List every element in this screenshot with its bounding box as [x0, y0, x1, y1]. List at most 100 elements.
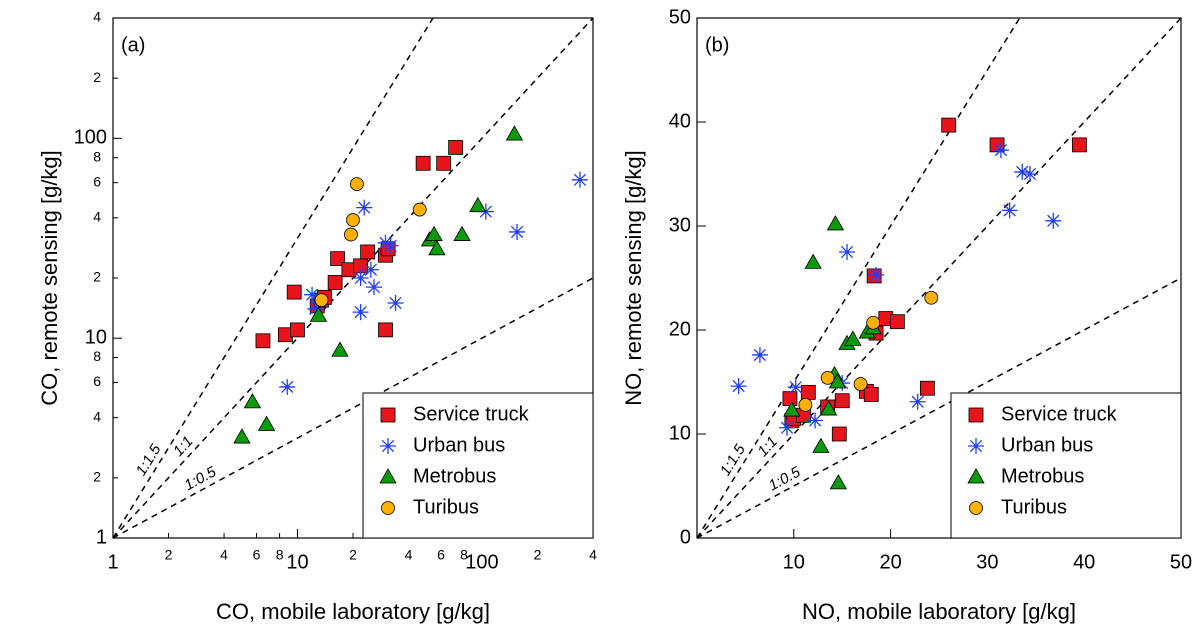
x-tick-label: 50 — [1170, 551, 1192, 573]
marker — [730, 378, 747, 395]
marker — [1014, 163, 1031, 180]
marker — [782, 391, 798, 407]
marker — [415, 155, 431, 171]
x-tick-label: 100 — [465, 551, 498, 573]
legend-marker — [968, 407, 984, 423]
reference-line-label: 1:1 — [170, 433, 197, 460]
panel-label: (a) — [121, 34, 145, 56]
marker — [352, 270, 369, 286]
x-axis-label: NO, mobile laboratory [g/kg] — [802, 599, 1076, 624]
marker — [863, 387, 879, 402]
y-tick-label: 100 — [74, 127, 107, 149]
marker — [350, 177, 364, 192]
legend-label: Urban bus — [1001, 434, 1093, 456]
plot-frame — [696, 17, 1182, 539]
marker — [290, 322, 305, 338]
x-tick-label: 10 — [286, 551, 308, 573]
y-tick-label: 40 — [669, 110, 691, 132]
marker — [307, 300, 324, 317]
marker — [844, 330, 862, 346]
x-tick-label: 4 — [220, 547, 228, 563]
y-tick-label: 8 — [93, 348, 101, 364]
legend-marker — [968, 438, 984, 454]
marker — [751, 346, 768, 363]
marker — [866, 315, 881, 330]
legend-marker — [381, 501, 395, 515]
legend-marker — [380, 438, 396, 454]
marker — [314, 293, 329, 308]
plot-frame — [112, 17, 594, 539]
y-tick-label: 4 — [93, 209, 101, 225]
marker — [233, 428, 251, 444]
marker — [826, 215, 845, 231]
reference-line-label: 1:0.5 — [766, 463, 804, 494]
legend-label: Metrobus — [1001, 465, 1084, 487]
x-tick-label: 6 — [437, 547, 445, 563]
marker — [378, 322, 393, 338]
marker — [819, 400, 838, 416]
legend-marker — [379, 468, 397, 484]
marker — [1021, 166, 1038, 182]
y-tick-label: 10 — [85, 326, 107, 348]
marker — [412, 202, 427, 217]
marker — [924, 290, 939, 305]
marker — [243, 393, 262, 409]
marker — [779, 419, 796, 436]
reference-line-label: 1:1.5 — [133, 441, 165, 479]
legend-label: Turibus — [413, 496, 479, 518]
x-tick-label: 2 — [165, 547, 173, 563]
marker — [327, 275, 343, 290]
marker — [304, 286, 321, 303]
marker — [505, 125, 524, 141]
marker — [356, 199, 373, 216]
reference-line — [697, 18, 1181, 538]
marker — [344, 227, 358, 242]
marker — [798, 397, 813, 412]
legend-label: Service truck — [1001, 403, 1118, 425]
legend-label: Urban bus — [413, 434, 505, 456]
x-tick-label: 20 — [879, 551, 901, 573]
panel-label: (b) — [705, 34, 729, 56]
marker — [346, 213, 360, 227]
x-tick-label: 40 — [1073, 551, 1095, 573]
marker — [831, 426, 847, 442]
marker — [331, 341, 349, 357]
marker — [787, 379, 804, 396]
marker — [571, 171, 588, 188]
marker — [436, 155, 452, 171]
marker — [366, 279, 383, 296]
marker — [1045, 212, 1062, 229]
y-tick-label: 0 — [680, 526, 691, 548]
marker — [360, 244, 376, 260]
marker — [279, 378, 296, 395]
marker — [868, 266, 885, 283]
marker — [804, 253, 822, 269]
x-tick-label: 4 — [589, 547, 597, 563]
marker — [428, 239, 446, 256]
marker — [941, 117, 957, 133]
legend-label: Service truck — [413, 403, 530, 425]
marker — [812, 437, 830, 453]
marker — [448, 140, 464, 155]
x-tick-label: 1 — [107, 551, 118, 573]
panel: 10 20 30 40 50 0 10 20 30 40 50 NO, mobile laborato… — [621, 6, 1192, 624]
y-tick-label: 2 — [93, 69, 101, 85]
marker — [834, 393, 850, 409]
marker — [257, 415, 276, 431]
reference-line-label: 1:1.5 — [717, 441, 749, 479]
marker — [286, 284, 302, 300]
y-axis-label: CO, remote sensing [g/kg] — [37, 150, 62, 406]
y-tick-label: 2 — [93, 269, 101, 285]
legend-marker — [967, 468, 985, 484]
legend-label: Turibus — [1001, 496, 1067, 518]
marker — [352, 304, 369, 321]
marker — [889, 314, 905, 330]
reference-line-label: 1:0.5 — [182, 463, 220, 494]
y-tick-label: 8 — [93, 148, 101, 164]
y-tick-label: 1 — [96, 526, 107, 548]
reference-line — [113, 277, 593, 538]
y-tick-label: 6 — [93, 373, 101, 389]
marker — [807, 412, 824, 429]
